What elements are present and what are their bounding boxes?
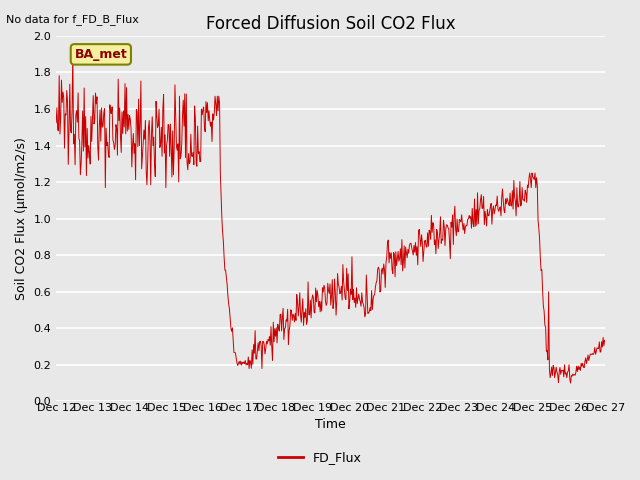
Text: BA_met: BA_met [74, 48, 127, 61]
Legend: FD_Flux: FD_Flux [273, 446, 367, 469]
X-axis label: Time: Time [316, 419, 346, 432]
Text: No data for f_FD_B_Flux: No data for f_FD_B_Flux [6, 14, 140, 25]
Y-axis label: Soil CO2 Flux (μmol/m2/s): Soil CO2 Flux (μmol/m2/s) [15, 137, 28, 300]
Title: Forced Diffusion Soil CO2 Flux: Forced Diffusion Soil CO2 Flux [206, 15, 456, 33]
